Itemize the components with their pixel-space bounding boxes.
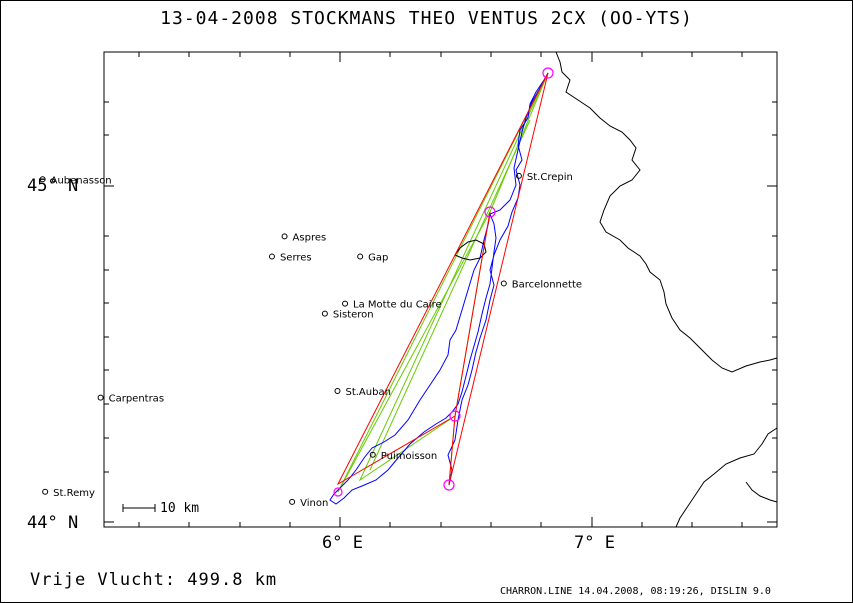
lon-label-6: 6° E: [322, 533, 363, 553]
town-marker: [342, 300, 349, 307]
turnpoint-4: [443, 479, 455, 491]
scale-bar-label: 10 km: [160, 501, 200, 516]
lat-label-44: 44° N: [27, 513, 79, 533]
town-label: St.Remy: [53, 488, 95, 499]
town-marker: [42, 488, 49, 495]
town-marker: [39, 176, 46, 183]
town-marker: [357, 253, 364, 260]
town-label: Puimoisson: [381, 451, 437, 462]
lat-label-45: 45° N: [27, 176, 79, 196]
scale-bar: [122, 504, 156, 512]
town-label: St.Auban: [345, 387, 390, 398]
town-marker: [97, 394, 104, 401]
town-marker: [321, 310, 328, 317]
town-marker: [500, 280, 507, 287]
town-label: Barcelonnette: [512, 279, 582, 290]
flight-title: 13-04-2008 STOCKMANS THEO VENTUS 2CX (OO…: [160, 8, 693, 29]
town-label: St.Crepin: [527, 172, 573, 183]
town-marker: [268, 253, 275, 260]
town-marker: [289, 498, 296, 505]
town-label: Aubenasson: [51, 175, 112, 186]
task-lines: [336, 72, 549, 486]
flight-distance: Vrije Vlucht: 499.8 km: [30, 570, 278, 590]
town-marker: [369, 451, 376, 458]
turnpoint-2: [484, 206, 496, 218]
plot-credit: CHARRON.LINE 14.04.2008, 08:19:26, DISLI…: [500, 586, 771, 597]
lon-label-7: 7° E: [574, 533, 615, 553]
coastline: [675, 427, 778, 528]
town-marker: [281, 233, 288, 240]
track-loop: [454, 239, 487, 261]
turnpoint-5: [333, 487, 343, 497]
town-label: La Motte du Caire: [353, 300, 442, 311]
coastline-2: [745, 481, 778, 503]
town-label: Carpentras: [109, 394, 164, 405]
town-marker: [334, 387, 341, 394]
turnpoints: [333, 67, 554, 497]
national-border: [555, 51, 778, 373]
turnpoint-1: [542, 67, 554, 79]
turnpoint-3: [449, 410, 461, 422]
town-label: Sisteron: [333, 310, 374, 321]
town-label: Gap: [368, 253, 388, 264]
town-label: Serres: [280, 253, 312, 264]
town-marker: [515, 172, 522, 179]
axis-ticks: [104, 52, 777, 527]
town-label: Vinon: [300, 498, 328, 509]
plot-frame: [103, 51, 778, 528]
town-label: Aspres: [293, 232, 327, 243]
towns-layer: Aubenasson Aspres Serres Gap St.Crepin Barcel…: [39, 172, 582, 509]
